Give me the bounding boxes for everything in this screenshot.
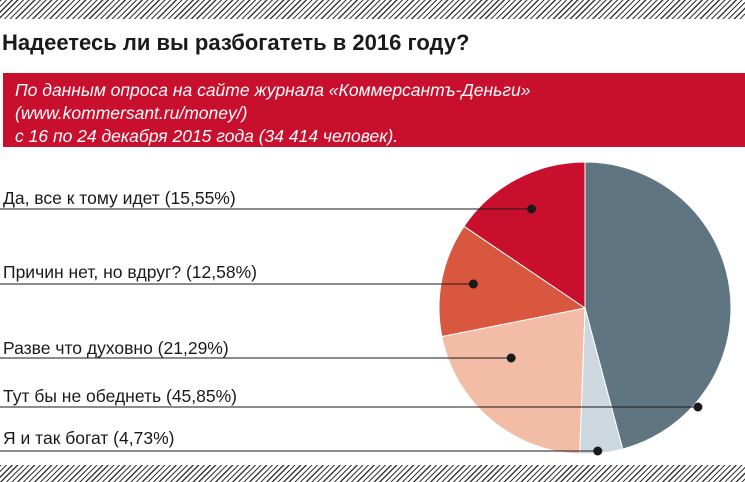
subtitle-line-2: (www.kommersant.ru/money/) <box>15 103 248 123</box>
slice-label-3: Разве что духовно (21,29%) <box>3 338 229 358</box>
slice-label-2: Я и так богат (4,73%) <box>3 428 174 448</box>
pie-slices <box>438 161 732 455</box>
top-hatch-band <box>0 0 745 19</box>
subtitle-line-3: с 16 по 24 декабря 2015 года (34 414 чел… <box>15 126 399 146</box>
pie-slice-3 <box>441 307 586 455</box>
slice-label-4: Причин нет, но вдруг? (12,58%) <box>3 262 257 282</box>
slice-label-5: Да, все к тому идет (15,55%) <box>3 188 236 208</box>
leader-dot-3 <box>506 353 516 363</box>
pie-slice-5 <box>463 161 586 309</box>
leader-lines <box>0 204 703 456</box>
pie-slice-4 <box>438 225 587 338</box>
bottom-hatch-band <box>0 465 745 482</box>
slice-label-1: Тут бы не обеднеть (45,85%) <box>3 386 237 406</box>
pie-slice-1 <box>584 161 732 450</box>
subtitle-line-1: По данным опроса на сайте журнала «Комме… <box>15 80 531 100</box>
chart-title: Надеетесь ли вы разбогатеть в 2016 году? <box>2 30 470 55</box>
slice-labels: Тут бы не обеднеть (45,85%) Я и так богат… <box>3 188 257 448</box>
subtitle-box: По данным опроса на сайте журнала «Комме… <box>3 73 745 147</box>
